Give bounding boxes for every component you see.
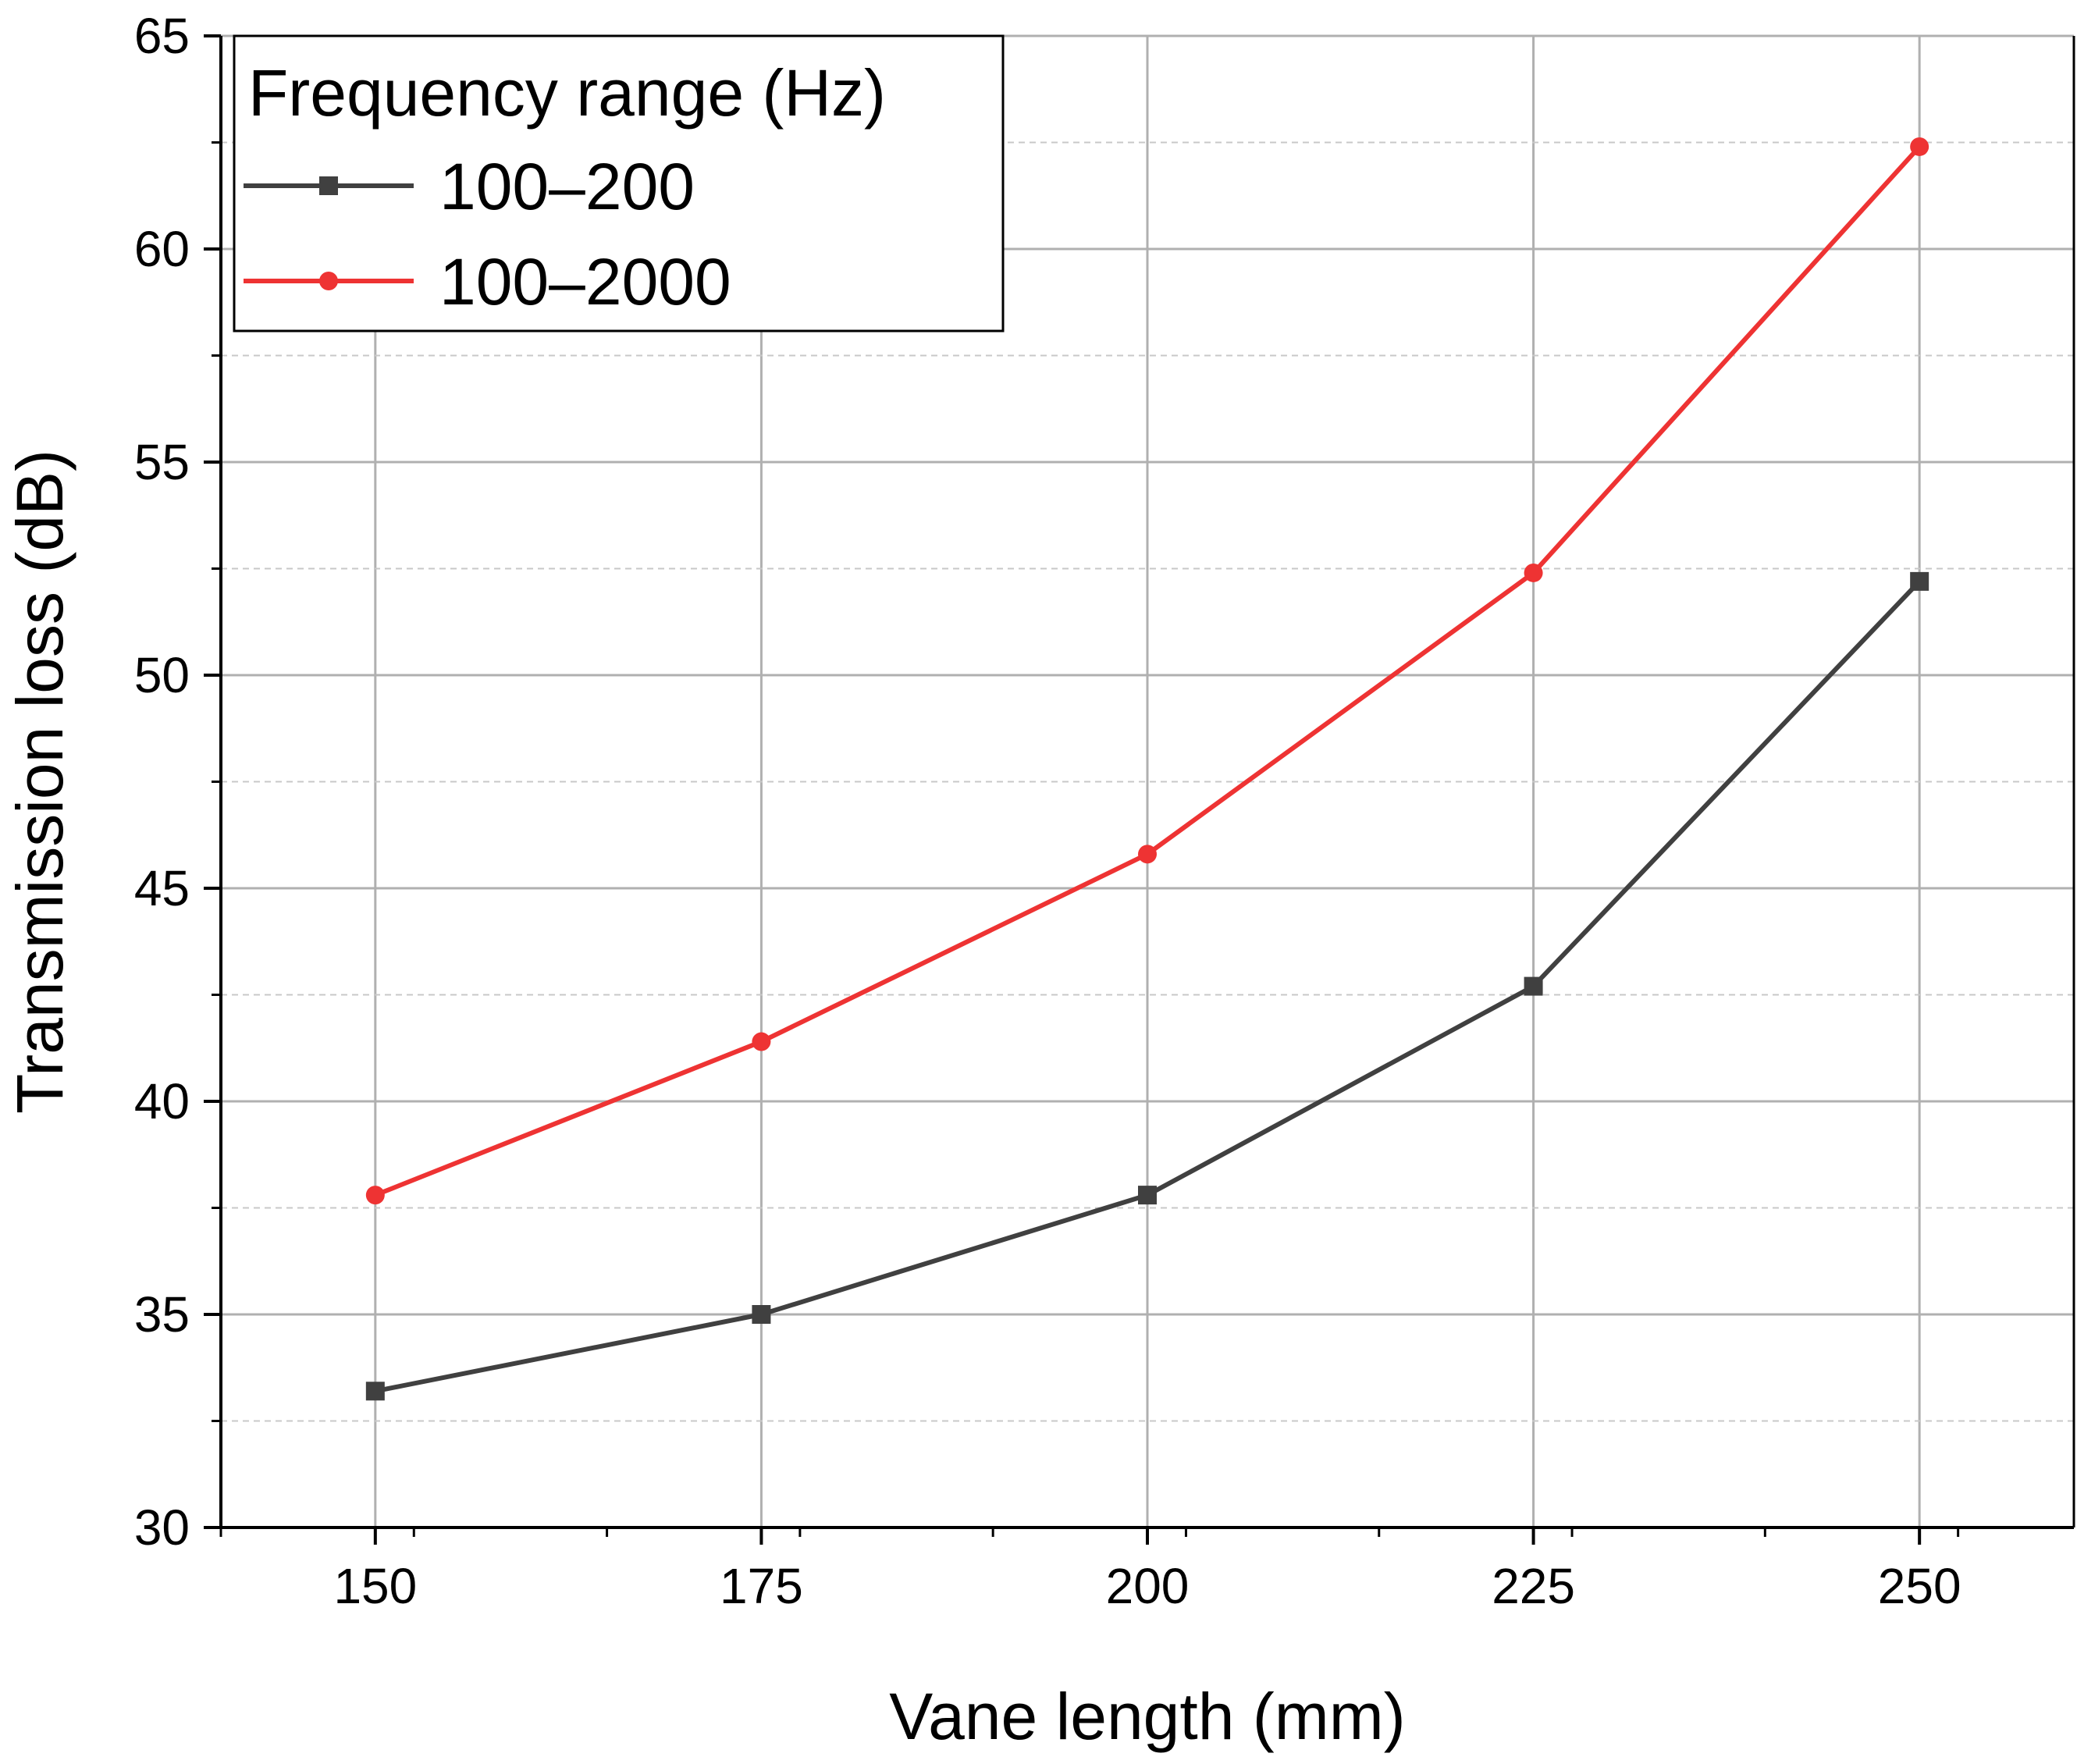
data-point-marker [365, 1186, 385, 1205]
legend-items: 100–200 100–2000 [244, 150, 731, 318]
data-point-marker [752, 1305, 771, 1324]
y-tick-label: 65 [134, 8, 190, 64]
x-tick-label: 250 [1878, 1558, 1961, 1614]
ticks: 150 175 200 225 250 30 35 40 45 50 55 60 65 [134, 8, 1961, 1614]
series-1 [365, 571, 1929, 1401]
y-tick-label: 35 [134, 1286, 190, 1343]
data-point-marker [1138, 1186, 1157, 1205]
legend-title: Frequency range (Hz) [248, 56, 886, 130]
y-axis-title: Transmission loss (dB) [3, 450, 76, 1114]
data-point-marker [319, 176, 338, 195]
y-tick-label: 45 [134, 860, 190, 916]
legend-label: 100–200 [439, 150, 695, 223]
legend: Frequency range (Hz) 100–200 100–2000 [233, 34, 1005, 333]
data-point-marker [752, 1032, 771, 1051]
x-axis-title: Vane length (mm) [889, 1680, 1405, 1753]
legend-item: 100–200 [244, 150, 695, 223]
data-point-marker [1524, 563, 1543, 582]
data-point-marker [1910, 137, 1929, 156]
y-tick-label: 50 [134, 647, 190, 703]
y-tick-label: 30 [134, 1499, 190, 1556]
x-tick-label: 175 [720, 1558, 803, 1614]
data-point-marker [1524, 976, 1543, 996]
y-tick-label: 40 [134, 1073, 190, 1129]
series-layer [365, 137, 1929, 1401]
x-tick-label: 200 [1106, 1558, 1190, 1614]
data-point-marker [1138, 845, 1157, 864]
series-2 [365, 137, 1929, 1205]
data-point-marker [1910, 571, 1929, 591]
legend-label: 100–2000 [439, 245, 731, 318]
legend-item: 100–2000 [244, 245, 731, 318]
x-tick-label: 225 [1492, 1558, 1575, 1614]
x-tick-label: 150 [333, 1558, 417, 1614]
data-point-marker [365, 1382, 385, 1401]
y-tick-label: 60 [134, 221, 190, 277]
data-point-marker [319, 272, 338, 290]
y-tick-label: 55 [134, 434, 190, 490]
